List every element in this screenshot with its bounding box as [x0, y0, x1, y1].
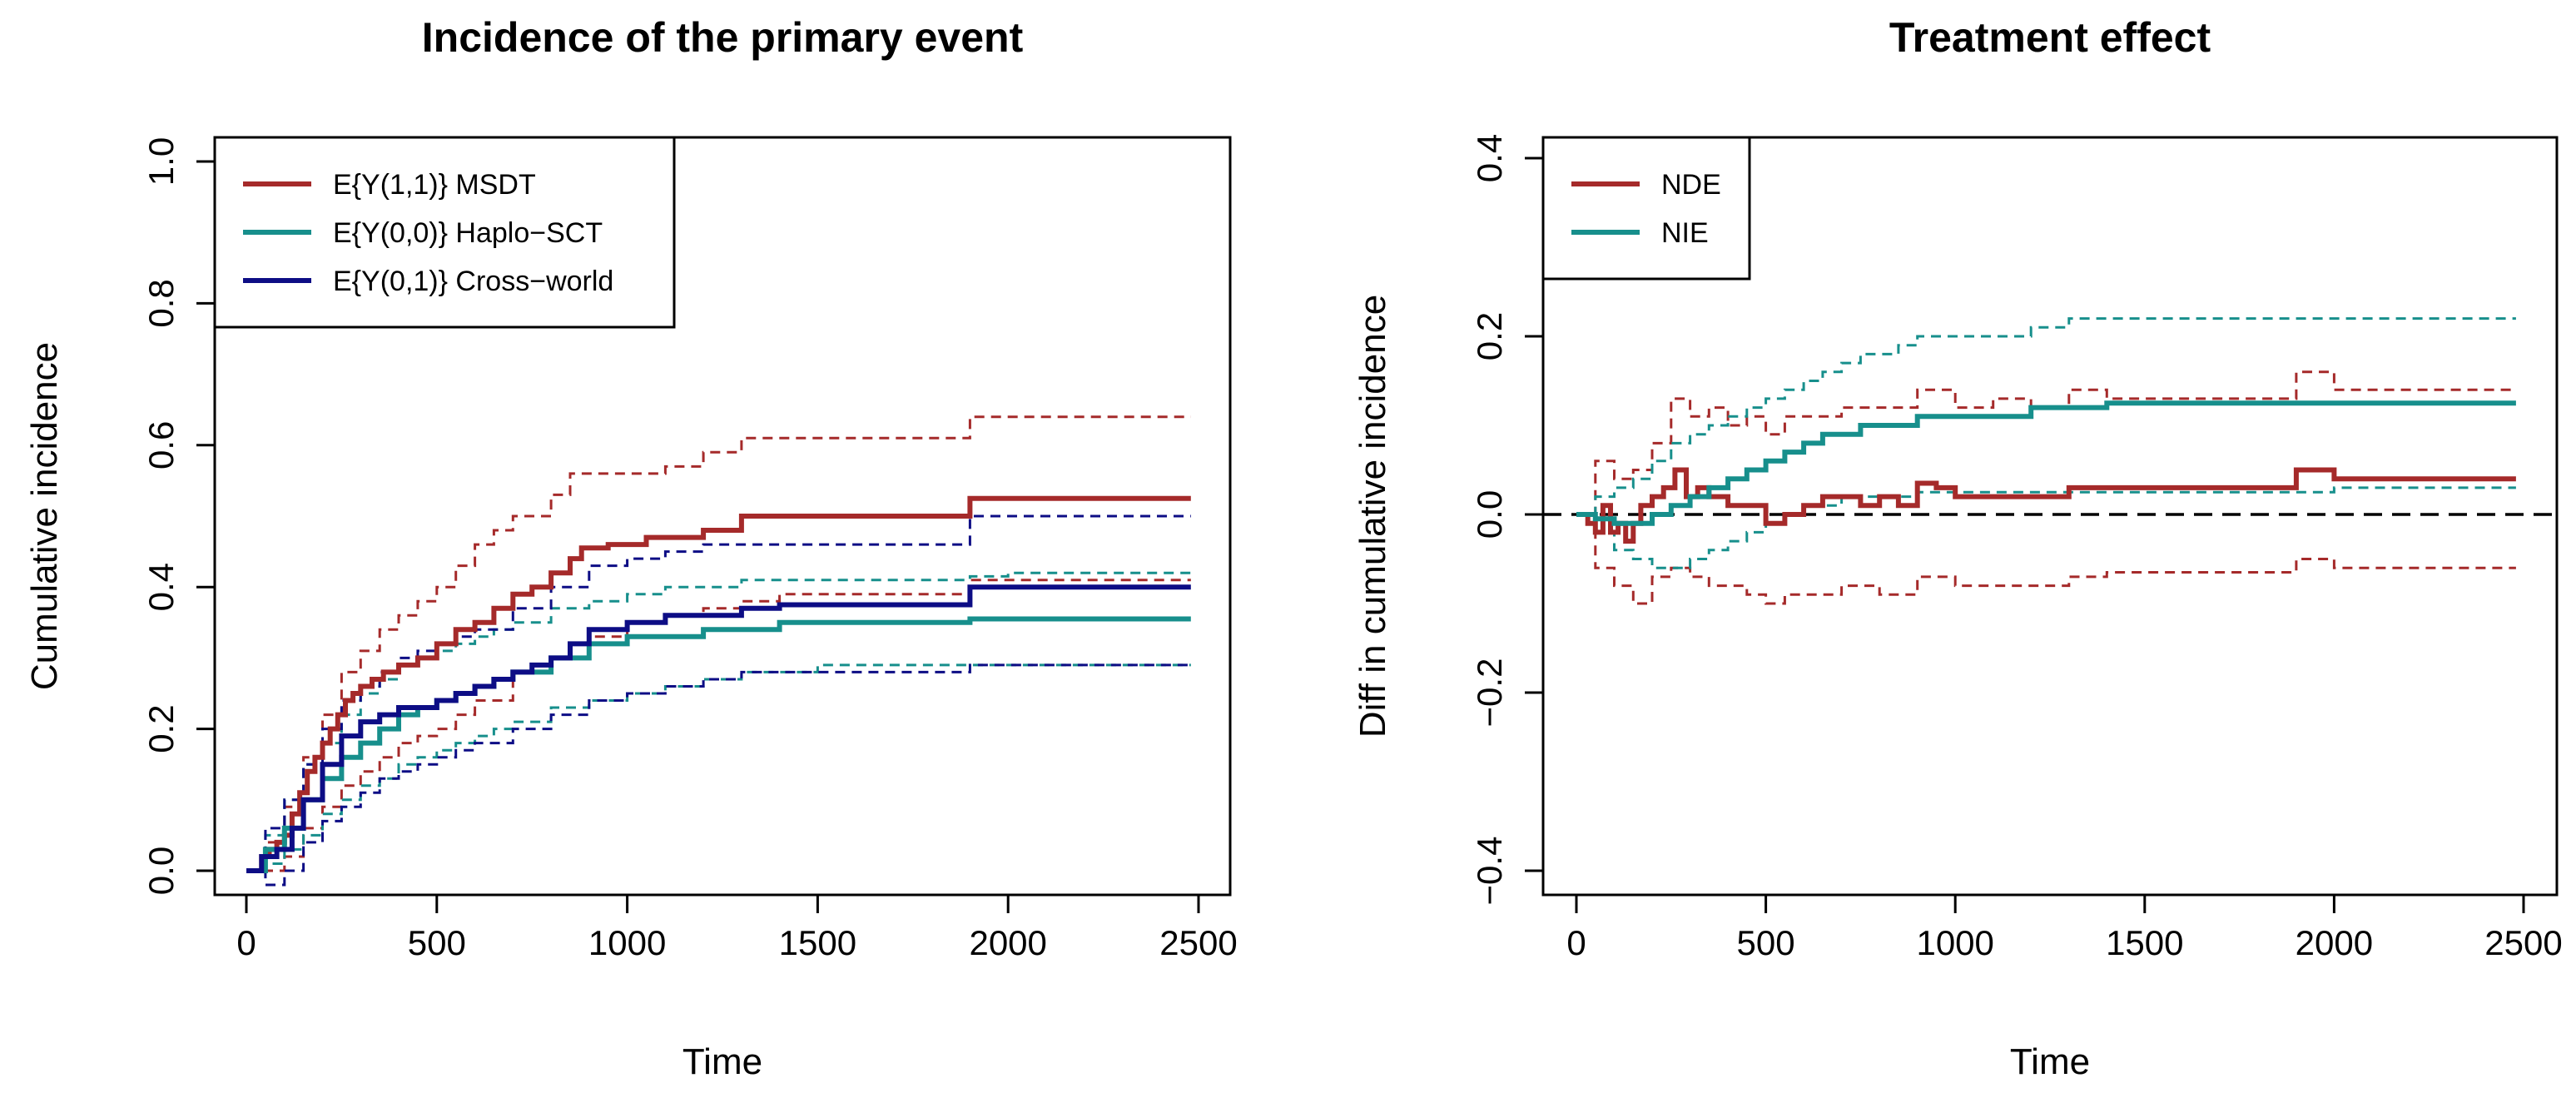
y-tick-label: 0.0	[141, 847, 181, 895]
legend-label: NIE	[1661, 217, 1709, 249]
series-nde-line	[1576, 467, 2516, 544]
legend-box	[1541, 136, 1751, 281]
y-axis-label: Cumulative incidence	[24, 342, 65, 690]
series-nie-upper-ci-ci-line	[1576, 317, 2516, 516]
plot-frame	[213, 136, 1232, 897]
series-e-y-0-0-haplo-sct-line	[246, 616, 1191, 873]
chart-panel-2: Treatment effect 0 500 1000 1500 2000 2500 −0.4…	[1353, 14, 2563, 1082]
x-tick-label: 1500	[2106, 923, 2183, 962]
x-tick-label: 0	[236, 923, 256, 962]
x-tick-label: 1000	[588, 923, 666, 962]
series-nde-lower-ci-ci-line	[1576, 513, 2516, 605]
y-tick-label: 0.4	[1470, 134, 1509, 182]
chart-panel-1: Incidence of the primary event 0 500 1000 15…	[24, 14, 1238, 1082]
x-tick-label: 2500	[1159, 923, 1237, 962]
series-cross-world-upper-ci-ci-line	[246, 514, 1191, 872]
series-e-y-0-1-cross-world-line	[246, 584, 1191, 873]
y-tick-label: 0.0	[1470, 490, 1509, 539]
y-tick-label: 0.4	[141, 563, 181, 611]
x-axis-label: Time	[2010, 1041, 2090, 1082]
legend-label: E{Y(0,0)} Haplo−SCT	[333, 217, 603, 249]
chart-title: Incidence of the primary event	[422, 14, 1024, 61]
legend-label: E{Y(0,1)} Cross−world	[333, 266, 613, 297]
legend-label: E{Y(1,1)} MSDT	[333, 169, 536, 201]
series-nie-line	[1576, 400, 2516, 526]
y-tick-label: −0.2	[1470, 658, 1509, 728]
x-tick-label: 1000	[1916, 923, 1993, 962]
series-cross-world-lower-ci-ci-line	[246, 663, 1191, 887]
y-tick-label: 0.6	[141, 421, 181, 469]
x-tick-label: 500	[408, 923, 466, 962]
x-tick-label: 0	[1566, 923, 1586, 962]
y-tick-label: −0.4	[1470, 837, 1509, 906]
y-tick-label: 0.2	[141, 704, 181, 753]
y-tick-label: 1.0	[141, 137, 181, 186]
series-msdt-lower-ci-ci-line	[246, 579, 1191, 872]
x-tick-label: 2000	[969, 923, 1046, 962]
series-e-y-1-1-msdt-line	[246, 495, 1191, 873]
series-haplo-sct-lower-ci-ci-line	[246, 663, 1191, 872]
x-tick-label: 2500	[2484, 923, 2562, 962]
plot-frame	[1541, 136, 2559, 897]
x-tick-label: 500	[1737, 923, 1795, 962]
series-msdt-upper-ci-ci-line	[246, 415, 1191, 872]
series-nie-lower-ci-ci-line	[1576, 486, 2516, 569]
x-axis-label: Time	[682, 1041, 762, 1082]
y-tick-label: 0.8	[141, 279, 181, 327]
y-tick-label: 0.2	[1470, 312, 1509, 360]
x-tick-label: 1500	[779, 923, 856, 962]
chart-title: Treatment effect	[1889, 14, 2211, 61]
y-axis-label: Diff in cumulative incidence	[1353, 295, 1393, 738]
series-nde-upper-ci-ci-line	[1576, 370, 2516, 516]
legend-label: NDE	[1661, 169, 1721, 201]
x-tick-label: 2000	[2296, 923, 2373, 962]
